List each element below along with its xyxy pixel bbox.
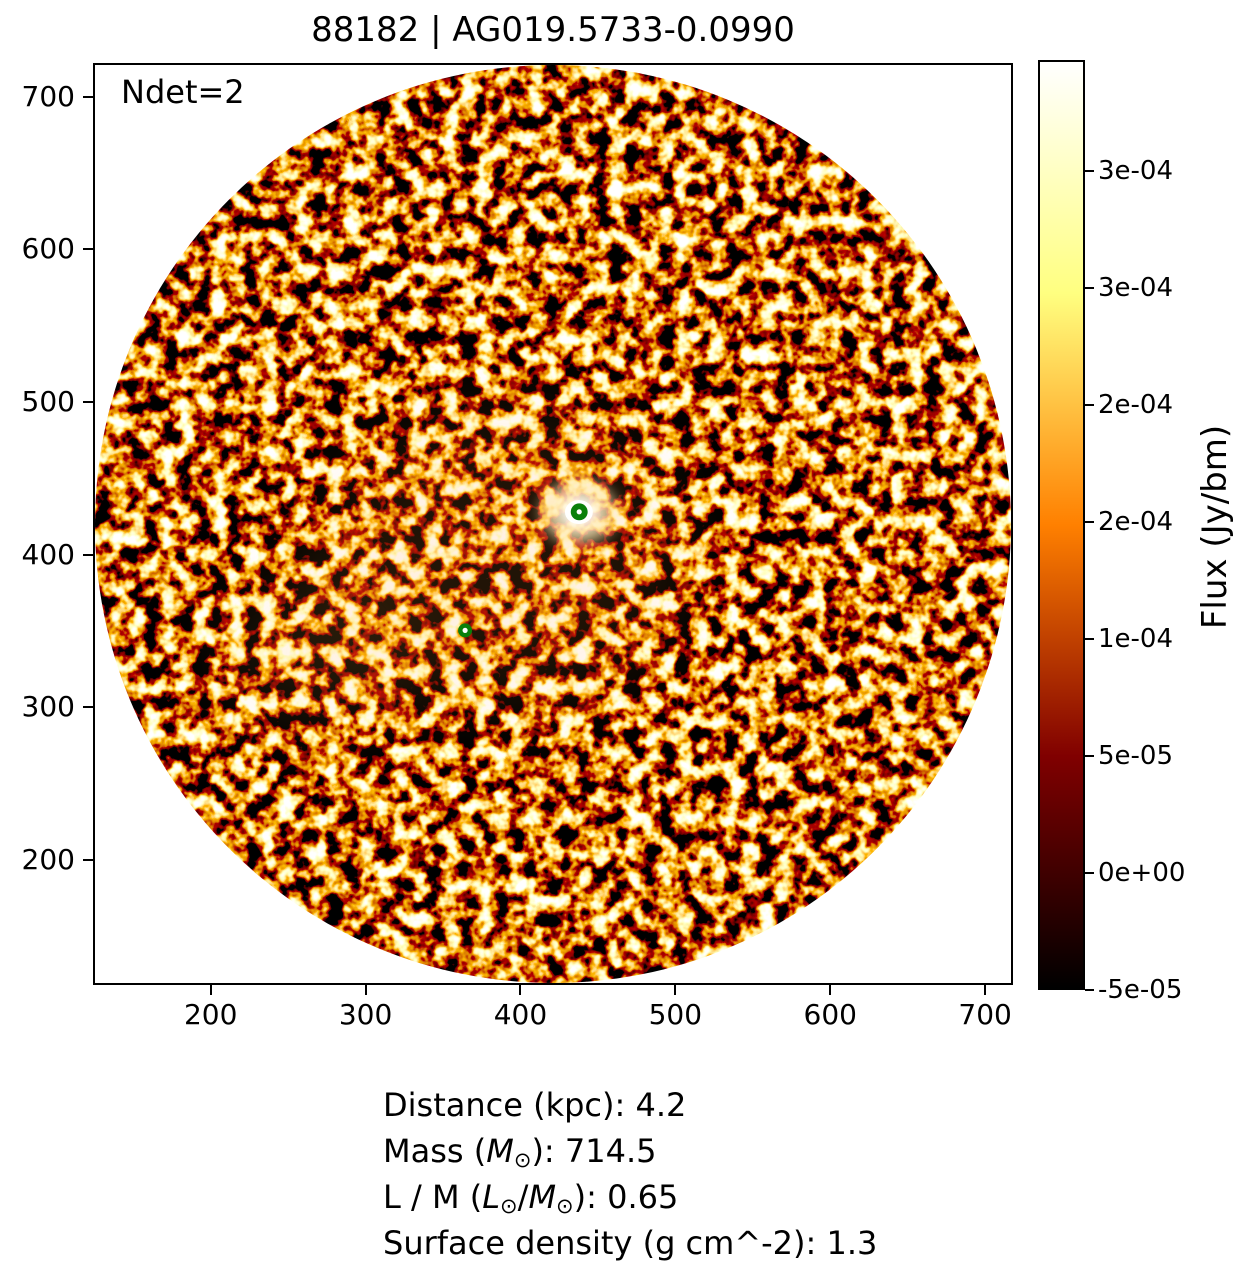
central-bright-haze	[319, 408, 688, 708]
x-tick-label: 200	[183, 998, 238, 1031]
info-line: Distance (kpc): 4.2	[383, 1082, 877, 1128]
info-text-segment: M	[528, 1178, 557, 1216]
colorbar-tick-label: 2e-04	[1098, 390, 1174, 421]
x-tick-label: 600	[803, 998, 857, 1031]
info-text-segment: L	[482, 1178, 501, 1216]
x-tick-mark	[364, 985, 367, 995]
colorbar-tick-mark	[1085, 755, 1094, 758]
x-tick-mark	[829, 985, 832, 995]
info-text-segment: Mass (	[383, 1132, 487, 1170]
detection-marker-center	[576, 509, 582, 515]
colorbar-tick-mark	[1085, 872, 1094, 875]
detection-marker-center	[462, 627, 468, 633]
info-text-segment: /	[517, 1178, 529, 1216]
info-text-segment: Distance (kpc): 4.2	[383, 1086, 687, 1124]
x-tick-label: 700	[958, 998, 1012, 1031]
colorbar-tick-label: 3e-04	[1098, 156, 1174, 187]
info-text-block: Distance (kpc): 4.2 Mass (M⊙): 714.5 L / M…	[383, 1082, 877, 1266]
x-tick-label: 300	[338, 998, 393, 1031]
y-tick-mark	[83, 706, 93, 709]
x-tick-label: 500	[648, 998, 703, 1031]
x-tick-mark	[984, 985, 987, 995]
colorbar-tick-label: 3e-04	[1098, 273, 1174, 304]
colorbar-tick-mark	[1085, 989, 1094, 991]
y-tick-label: 400	[21, 537, 75, 571]
colorbar	[1038, 60, 1085, 990]
plot-area: Ndet=2	[93, 63, 1013, 985]
colorbar-tick-mark	[1085, 404, 1094, 407]
sun-symbol: ⊙	[556, 1194, 574, 1218]
info-line: Surface density (g cm^-2): 1.3	[383, 1220, 877, 1266]
info-text-segment: L / M (	[383, 1178, 483, 1216]
flux-map-image	[95, 65, 1011, 983]
colorbar-tick-label: 1e-04	[1098, 624, 1174, 655]
colorbar-label: Flux (Jy/bm)	[1195, 424, 1235, 630]
sun-symbol: ⊙	[513, 1148, 532, 1172]
y-tick-label: 600	[21, 232, 75, 266]
colorbar-tick-label: 2e-04	[1098, 507, 1174, 538]
x-tick-label: 400	[493, 998, 548, 1031]
y-tick-label: 300	[21, 690, 75, 724]
info-text-segment: M	[486, 1132, 514, 1170]
ndet-annotation: Ndet=2	[121, 73, 245, 111]
info-line: L / M (L⊙/M⊙): 0.65	[383, 1174, 877, 1220]
x-tick-mark	[674, 985, 677, 995]
y-tick-label: 700	[21, 79, 75, 113]
x-tick-mark	[209, 985, 212, 995]
colorbar-tick-label: 5e-05	[1098, 741, 1174, 772]
y-tick-mark	[83, 400, 93, 403]
y-tick-label: 200	[21, 842, 75, 876]
colorbar-tick-label: -5e-05	[1098, 975, 1183, 1005]
y-tick-mark	[83, 248, 93, 251]
info-text-segment: Surface density (g cm^-2): 1.3	[383, 1224, 878, 1262]
y-tick-mark	[83, 553, 93, 556]
info-line: Mass (M⊙): 714.5	[383, 1128, 877, 1174]
colorbar-tick-mark	[1085, 287, 1094, 290]
sun-symbol: ⊙	[500, 1194, 518, 1218]
info-text-segment: ): 0.65	[573, 1178, 679, 1216]
y-tick-label: 500	[21, 384, 75, 418]
detection-markers	[458, 503, 588, 638]
colorbar-tick-mark	[1085, 521, 1094, 524]
secondary-bright-haze	[224, 582, 414, 723]
colorbar-tick-label: 0e+00	[1098, 858, 1186, 889]
flux-noise-field	[95, 65, 1011, 983]
y-tick-mark	[83, 858, 93, 861]
y-tick-mark	[83, 95, 93, 98]
colorbar-tick-mark	[1085, 638, 1094, 641]
x-tick-mark	[519, 985, 522, 995]
colorbar-tick-mark	[1085, 170, 1094, 173]
plot-title: 88182 | AG019.5733-0.0990	[311, 10, 795, 50]
info-text-segment: ): 714.5	[531, 1132, 657, 1170]
